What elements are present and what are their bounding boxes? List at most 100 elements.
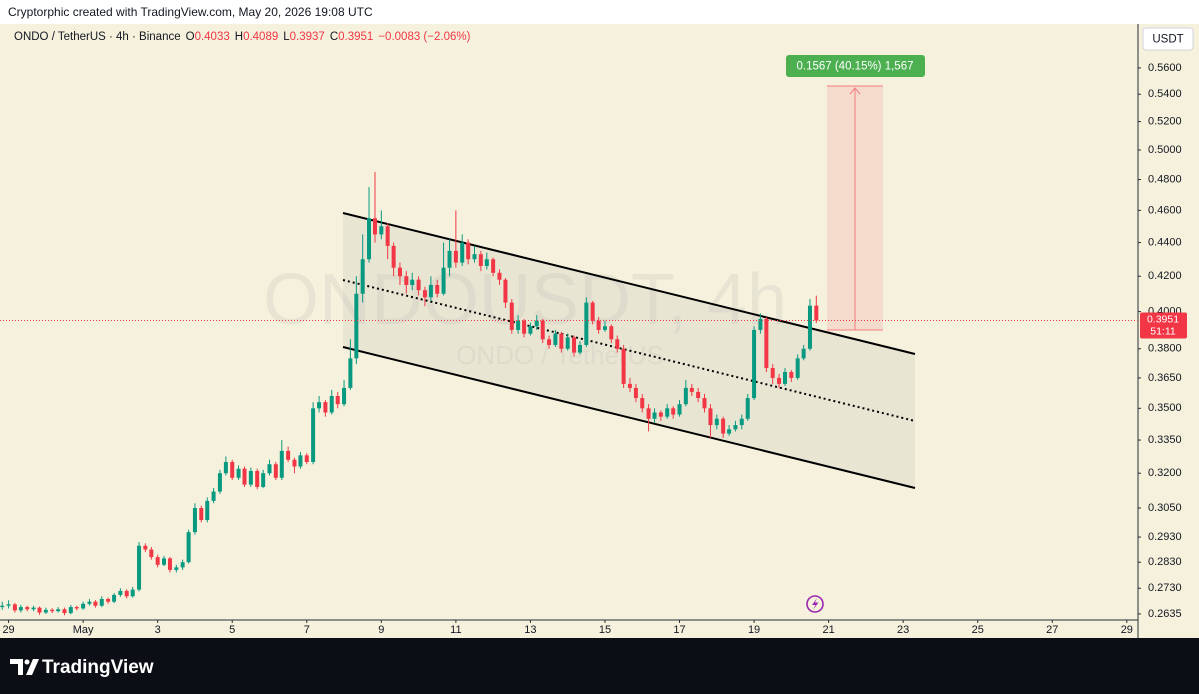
candle-body xyxy=(385,226,390,246)
candle-body xyxy=(360,259,365,294)
candle-body xyxy=(435,284,440,294)
candle-body xyxy=(702,398,707,409)
candle-body xyxy=(217,473,222,492)
candle-body xyxy=(621,348,626,384)
candle-body xyxy=(783,371,788,384)
candle-body xyxy=(342,387,347,405)
candle-body xyxy=(273,464,278,478)
footer-logo-dot xyxy=(24,659,30,665)
candle-body xyxy=(112,594,117,602)
legend-ohlc-value: 0.4033 xyxy=(194,31,230,43)
candle-body xyxy=(640,398,645,409)
candle-body xyxy=(298,455,303,467)
y-tick-label: 0.5600 xyxy=(1148,62,1182,74)
candle-body xyxy=(615,339,620,349)
event-icon[interactable] xyxy=(806,595,824,613)
y-tick-label: 0.2635 xyxy=(1148,608,1182,620)
candle-body xyxy=(137,545,142,590)
candle-body xyxy=(807,305,812,349)
candle-body xyxy=(367,218,372,260)
price-label-bg xyxy=(1140,312,1187,339)
legend-ohlc-label: C xyxy=(329,31,339,43)
x-tick-label: 15 xyxy=(599,624,611,636)
y-tick-label: 0.4600 xyxy=(1148,204,1182,216)
candle-body xyxy=(422,290,427,298)
candle-body xyxy=(106,598,111,602)
x-tick-label: 29 xyxy=(2,624,14,636)
channel-middle xyxy=(342,279,916,422)
candle-body xyxy=(453,250,458,263)
candle-body xyxy=(50,609,55,612)
candle-body xyxy=(745,398,750,419)
candle-body xyxy=(167,558,172,570)
candle-body xyxy=(739,418,744,426)
plot-area xyxy=(0,24,1138,620)
candle-body xyxy=(602,326,607,330)
event-icon-bolt xyxy=(812,598,819,610)
candle-body xyxy=(509,302,514,330)
candle-body xyxy=(186,532,191,563)
legend-ohlc-value: 0.3951 xyxy=(338,31,374,43)
y-tick-label: 0.2830 xyxy=(1148,556,1182,568)
candle-body xyxy=(646,408,651,419)
legend: ONDO / TetherUS · 4h · Binance O0.4033 H0.… xyxy=(14,31,470,43)
y-tick-label: 0.2930 xyxy=(1148,531,1182,543)
candle-body xyxy=(329,396,334,413)
candle-body xyxy=(696,391,701,399)
candles xyxy=(0,172,819,616)
currency-button[interactable] xyxy=(1142,27,1194,51)
candle-body xyxy=(633,387,638,399)
candle-body xyxy=(752,329,757,399)
candle-body xyxy=(162,558,167,565)
x-tick-label: 9 xyxy=(378,624,384,636)
candle-body xyxy=(236,468,241,478)
candle-body xyxy=(130,589,135,597)
candle-body xyxy=(31,607,36,610)
measure-arrow-head xyxy=(849,87,861,95)
candle-body xyxy=(627,383,632,388)
candle-body xyxy=(671,408,676,415)
candle-body xyxy=(572,337,577,353)
candle-body xyxy=(124,590,129,597)
candle-body xyxy=(25,607,30,610)
x-tick-label: 29 xyxy=(1121,624,1133,636)
x-tick-label: 7 xyxy=(304,624,310,636)
candle-body xyxy=(404,276,409,285)
candle-body xyxy=(18,607,23,611)
time-axis xyxy=(0,620,1138,638)
x-tick-label: 23 xyxy=(897,624,909,636)
candle-body xyxy=(516,320,521,330)
channel-lower xyxy=(342,346,916,489)
candle-body xyxy=(472,254,477,260)
candle-body xyxy=(248,470,253,485)
candle-body xyxy=(149,549,154,558)
candle-body xyxy=(733,425,738,430)
candle-body xyxy=(410,279,415,285)
candle-body xyxy=(658,412,663,417)
candle-body xyxy=(99,598,104,606)
candle-body xyxy=(323,402,328,413)
candle-body xyxy=(714,418,719,426)
legend-ohlc-label: H xyxy=(234,31,244,43)
legend-ohlc-label: L xyxy=(283,31,290,43)
candle-body xyxy=(708,408,713,426)
candle-body xyxy=(93,601,98,606)
candle-body xyxy=(677,404,682,415)
candle-body xyxy=(795,358,800,378)
candle-body xyxy=(211,491,216,501)
currency-label[interactable]: USDT xyxy=(1152,34,1183,46)
x-tick-label: 11 xyxy=(450,624,461,636)
measure-label-bg xyxy=(786,55,925,77)
legend-title: ONDO / TetherUS · 4h · Binance xyxy=(14,31,181,43)
candle-body xyxy=(428,284,433,298)
y-tick-label: 0.3050 xyxy=(1148,502,1182,514)
candle-body xyxy=(62,609,67,614)
candle-body xyxy=(242,468,247,485)
candle-body xyxy=(596,320,601,330)
legend-ohlc-value: 0.4089 xyxy=(243,31,279,43)
candle-body xyxy=(559,333,564,349)
price-countdown: 51:11 xyxy=(1150,325,1176,337)
candle-body xyxy=(205,500,210,520)
measure-label: 0.1567 (40.15%) 1,567 xyxy=(796,61,913,73)
candle-body xyxy=(553,333,558,345)
